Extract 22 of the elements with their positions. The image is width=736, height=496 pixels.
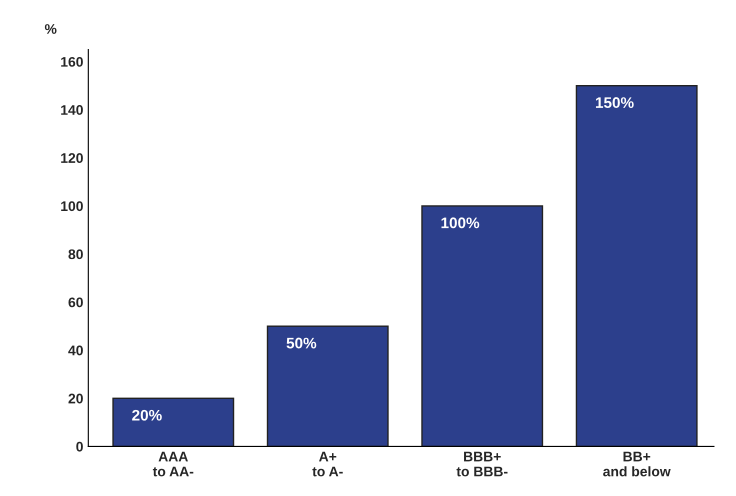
- y-tick-label: 20: [68, 394, 83, 404]
- data-label: 100%: [442, 217, 480, 228]
- y-tick-label: 0: [76, 442, 83, 452]
- x-tick-label: BBB+ to BBB-: [456, 452, 508, 476]
- bar: [112, 398, 234, 446]
- x-tick-label: AAA to AA-: [152, 452, 194, 476]
- bar: [421, 205, 544, 446]
- bar: [576, 84, 698, 446]
- y-tick-label: 140: [61, 105, 83, 115]
- data-label: 50%: [286, 338, 316, 348]
- y-tick-label: 120: [61, 153, 83, 163]
- x-tick-label: A+ to A-: [312, 452, 343, 476]
- y-tick-label: 160: [61, 56, 83, 67]
- x-tick-label: BB+ and below: [603, 452, 671, 476]
- y-axis-title: %: [44, 24, 57, 34]
- y-tick-label: 100: [61, 201, 83, 212]
- y-tick-label: 40: [68, 346, 83, 356]
- y-tick-label: 80: [68, 249, 83, 260]
- y-tick-label: 60: [68, 297, 83, 308]
- data-label: 150%: [596, 97, 634, 108]
- data-label: 20%: [132, 410, 162, 421]
- bar: [266, 325, 389, 446]
